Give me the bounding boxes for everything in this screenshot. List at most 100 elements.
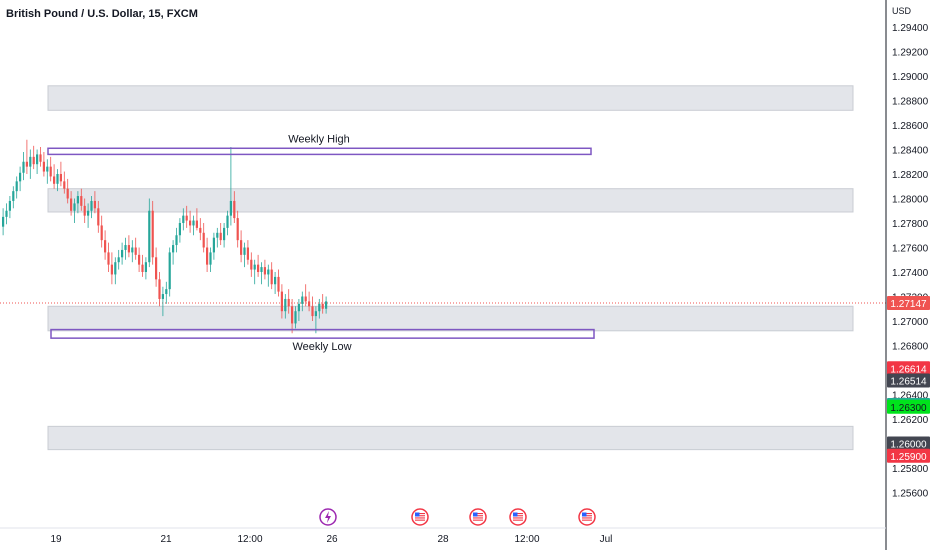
events-layer[interactable] (319, 508, 596, 526)
candle-body (233, 200, 236, 219)
flag-circle (509, 508, 527, 526)
us-flag-event-icon[interactable] (509, 508, 527, 526)
candle-body (192, 220, 195, 226)
candle-body (131, 247, 134, 253)
us-flag-event-icon[interactable] (411, 508, 429, 526)
candle-body (321, 303, 324, 309)
zones-layer (0, 85, 886, 451)
candle-body (287, 298, 290, 307)
time-axis[interactable]: 19 21 12:00 26 28 12:00 Jul (0, 527, 886, 545)
candle-body (19, 172, 22, 182)
candle-body (182, 215, 185, 223)
x-tick-label: 19 (50, 534, 62, 545)
flag-circle (469, 508, 487, 526)
candle-body (226, 215, 229, 228)
candle-body (90, 200, 93, 211)
candle-body (229, 200, 232, 216)
candle-body (36, 154, 39, 165)
weekly-high-box (47, 147, 592, 156)
chart-title: British Pound / U.S. Dollar, 15, FXCM (6, 8, 198, 20)
candle-body (80, 196, 83, 206)
candle-body (134, 247, 137, 255)
candle-body (76, 196, 79, 204)
flag-stripe (473, 519, 483, 521)
flag-stripe (582, 517, 592, 519)
candle-body (56, 174, 59, 184)
flag-stripe (513, 519, 523, 521)
flag-stripe (415, 513, 425, 515)
price-label-1-26000: 1.26000 (887, 436, 930, 451)
price-label-text: 1.26614 (890, 364, 927, 375)
price-label-bg (887, 361, 930, 376)
flag-stripe (513, 517, 523, 519)
candle-body (73, 203, 76, 211)
x-tick-label: 28 (437, 534, 449, 545)
zone-1 (47, 188, 854, 213)
candle-body (219, 232, 222, 241)
flag-canton (582, 512, 587, 517)
candle-body (107, 252, 110, 265)
candle-body (114, 262, 117, 275)
candle-body (12, 191, 15, 201)
candle-body (8, 200, 11, 211)
price-label-bg (887, 399, 930, 414)
candles-layer (2, 139, 328, 334)
y-tick-label: 1.28800 (892, 97, 929, 108)
weekly-low-box (50, 328, 595, 339)
price-label-bg (887, 436, 930, 451)
candle-body (104, 240, 107, 253)
flag-stripe (473, 513, 483, 515)
flag-circle (411, 508, 429, 526)
candle-body (22, 161, 25, 173)
candle-body (155, 257, 158, 280)
candle-body (178, 223, 181, 236)
candle-body (151, 210, 154, 258)
x-tick-label: 26 (326, 534, 338, 545)
candle-body (212, 237, 215, 253)
candle-body (318, 303, 321, 312)
candle-body (294, 311, 297, 324)
price-label-1-26300: 1.26300 (887, 399, 930, 414)
price-label-bg (887, 448, 930, 463)
y-tick-label: 1.27400 (892, 268, 929, 279)
us-flag-event-icon[interactable] (469, 508, 487, 526)
flag-canton (513, 512, 518, 517)
flag-stripe (513, 515, 523, 517)
candle-body (209, 252, 212, 265)
y-tick-label: 1.29000 (892, 72, 929, 83)
price-label-1-25900: 1.25900 (887, 448, 930, 463)
candle-body (124, 245, 127, 250)
candle-body (138, 254, 141, 265)
price-axis[interactable]: USD 1.29400 1.29200 1.29000 1.28800 1.28600 1… (885, 0, 930, 550)
us-flag-event-icon[interactable] (578, 508, 596, 526)
candle-body (189, 220, 192, 226)
candle-body (144, 262, 147, 272)
candle-body (202, 232, 205, 248)
candle-body (267, 269, 270, 275)
price-label-1-27147: 1.27147 (887, 295, 930, 310)
lightning-event-icon[interactable] (319, 508, 337, 526)
y-tick-label: 1.28200 (892, 170, 929, 181)
y-tick-label: 1.27000 (892, 317, 929, 328)
currency-label: USD (892, 6, 912, 16)
y-tick-label: 1.27600 (892, 244, 929, 255)
candle-body (277, 276, 280, 292)
candle-body (284, 298, 287, 312)
candle-body (257, 264, 260, 272)
flag-canton (473, 512, 478, 517)
flag-stripe (415, 515, 425, 517)
lightning-glyph (325, 511, 331, 523)
x-tick-label: 12:00 (237, 534, 262, 545)
candle-body (117, 257, 120, 263)
x-tick-label: 21 (160, 534, 172, 545)
candle-body (236, 218, 239, 241)
candle-body (110, 264, 113, 275)
y-tick-label: 1.29200 (892, 48, 929, 59)
candle-body (148, 210, 151, 263)
candle-body (250, 259, 253, 270)
flag-stripe (582, 519, 592, 521)
zone-2 (47, 305, 854, 332)
candle-body (291, 306, 294, 324)
